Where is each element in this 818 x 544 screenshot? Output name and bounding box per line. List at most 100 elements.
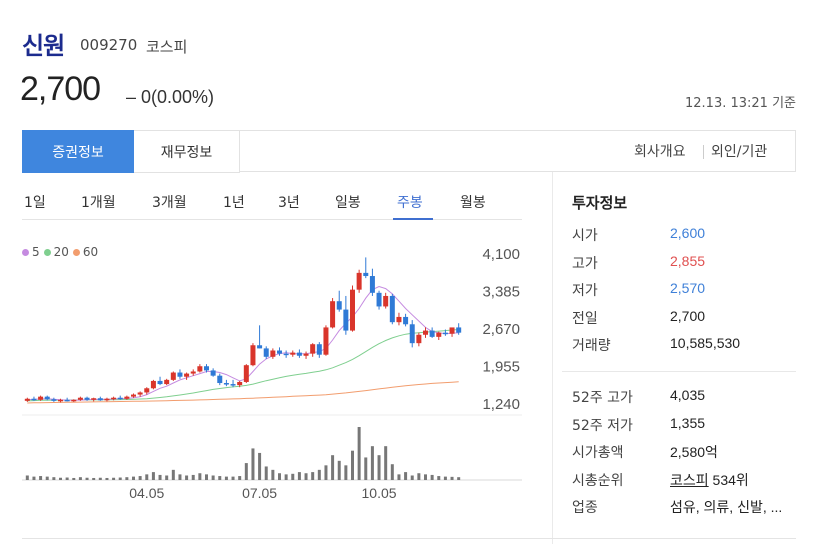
tab-foreign-institution[interactable]: 외인/기관 — [711, 144, 768, 160]
info-label: 전일 — [572, 310, 598, 327]
info-label: 고가 — [572, 255, 598, 272]
period-daily[interactable]: 일봉 — [335, 195, 361, 211]
candle-body — [117, 397, 123, 400]
candle-body — [170, 372, 176, 380]
period-weekly[interactable]: 주봉 — [397, 195, 423, 211]
active-period-indicator — [393, 218, 433, 220]
candle-body — [137, 392, 143, 395]
candle-body — [243, 365, 249, 382]
tab-company-overview[interactable]: 회사개요 — [634, 144, 686, 160]
volume-bar — [457, 477, 461, 480]
current-price: 2,700 — [20, 70, 101, 108]
volume-bar — [258, 452, 262, 480]
volume-bar — [125, 477, 129, 480]
candle-body — [237, 381, 243, 386]
panel-divider — [552, 172, 553, 544]
y-tick-label: 4,100 — [482, 246, 520, 263]
period-1y[interactable]: 1년 — [223, 195, 245, 211]
info-label: 시가총액 — [572, 445, 624, 461]
volume-bar — [52, 477, 56, 480]
volume-bar — [278, 473, 281, 480]
volume-bar — [218, 476, 222, 480]
tab-financial-info[interactable]: 재무정보 — [134, 130, 240, 173]
period-3m[interactable]: 3개월 — [152, 195, 187, 211]
candle-body — [71, 399, 77, 402]
volume-bar — [437, 476, 441, 480]
candle-body — [177, 372, 183, 377]
candle-body — [277, 350, 282, 354]
volume-bar — [331, 455, 335, 480]
volume-bar — [264, 466, 268, 480]
candle-body — [303, 353, 309, 356]
candle-body — [363, 272, 369, 277]
candle-body — [330, 301, 336, 328]
info-value: 10,585,530 — [670, 335, 741, 351]
volume-bar — [404, 472, 408, 480]
candle-body — [64, 399, 70, 402]
volume-bar — [65, 477, 69, 480]
volume-bar — [178, 474, 182, 480]
volume-bar — [271, 469, 275, 480]
info-label: 업종 — [572, 500, 598, 516]
volume-bar — [98, 477, 102, 480]
candle-body — [51, 399, 57, 401]
ma20-label: 20 — [53, 245, 69, 259]
info-value: 2,855 — [670, 252, 706, 269]
info-value: 섬유, 의류, 신발, ... — [670, 499, 783, 515]
candle-body — [164, 379, 170, 385]
info-label: 52주 고가 — [572, 390, 633, 406]
candle-body — [409, 324, 415, 344]
candle-body — [323, 327, 329, 355]
info-label: 52주 저가 — [572, 417, 633, 434]
price-chart[interactable]: 4,100 3,385 2,670 1,955 1,240 04.05 07.05 10.05 — [22, 232, 532, 502]
volume-bar — [105, 477, 109, 480]
info-value: 1,355 — [670, 414, 706, 431]
candle-body — [58, 399, 63, 402]
rank-text: 534위 — [708, 471, 749, 488]
info-label: 시총순위 — [572, 472, 624, 489]
stock-name: 신원 — [22, 32, 65, 60]
bottom-divider — [22, 538, 796, 539]
volume-bar — [311, 472, 315, 480]
candle-body — [343, 309, 349, 331]
info-value: 2,580억 — [670, 444, 718, 460]
volume-bar — [185, 475, 189, 480]
x-tick-label: 07.05 — [242, 485, 277, 501]
ma60-label: 60 — [82, 245, 99, 259]
volume-bar — [297, 472, 301, 480]
candle-body — [449, 327, 455, 334]
candle-body — [350, 289, 355, 331]
candle-body — [204, 366, 209, 371]
volume-bar — [238, 476, 242, 480]
period-monthly[interactable]: 월봉 — [460, 195, 486, 211]
y-tick-label: 1,240 — [482, 396, 520, 413]
volume-bar — [384, 446, 388, 480]
candle-body — [383, 295, 389, 307]
candle-body — [131, 394, 136, 397]
volume-bar — [191, 474, 195, 480]
candle-body — [316, 344, 322, 355]
candle-body — [190, 371, 196, 374]
candle-body — [369, 276, 375, 293]
volume-bar — [377, 455, 381, 480]
ma5-label: 5 — [32, 245, 40, 259]
volume-bar — [72, 477, 76, 480]
candle-body — [250, 345, 256, 366]
period-1m[interactable]: 1개월 — [81, 195, 116, 211]
candle-body — [429, 330, 435, 337]
volume-bar — [251, 448, 255, 480]
volume-bar — [344, 465, 348, 480]
volume-bar — [171, 469, 175, 480]
candle-body — [31, 398, 37, 401]
candle-body — [423, 330, 428, 335]
tab-securities-info[interactable]: 증권정보 — [22, 130, 134, 173]
volume-bar — [132, 476, 135, 480]
info-value: 4,035 — [670, 387, 706, 403]
market-link[interactable]: 코스피 — [670, 471, 709, 488]
candle-body — [104, 398, 110, 401]
period-3y[interactable]: 3년 — [278, 195, 300, 211]
candle-body — [310, 344, 316, 354]
period-1d[interactable]: 1일 — [24, 195, 46, 211]
info-value: 2,600 — [670, 225, 706, 241]
candle-body — [416, 334, 422, 344]
